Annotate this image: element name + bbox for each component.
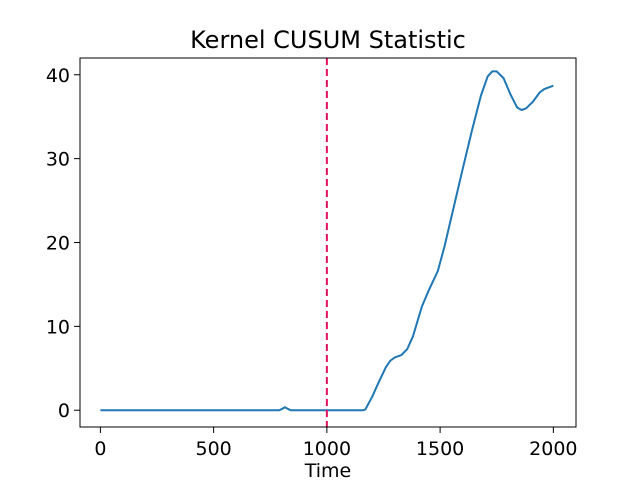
plot-area: 0 500 1000 1500 2000 0 10 20 30 40 <box>46 57 578 460</box>
y-tick-label: 10 <box>46 316 70 338</box>
x-axis-label: Time <box>304 460 352 480</box>
plot-frame <box>79 57 577 428</box>
x-tick-label: 0 <box>94 438 106 460</box>
y-tick-label: 40 <box>46 65 70 87</box>
x-tick-label: 500 <box>195 438 231 460</box>
chart-title: Kernel CUSUM Statistic <box>190 26 466 54</box>
y-tick-label: 20 <box>46 233 70 255</box>
y-tick-label: 0 <box>58 400 70 422</box>
x-tick-label: 1500 <box>416 438 464 460</box>
x-tick-label: 1000 <box>303 438 351 460</box>
x-tick-label: 2000 <box>529 438 577 460</box>
y-tick-label: 30 <box>46 149 70 171</box>
series-line-0 <box>100 70 554 412</box>
